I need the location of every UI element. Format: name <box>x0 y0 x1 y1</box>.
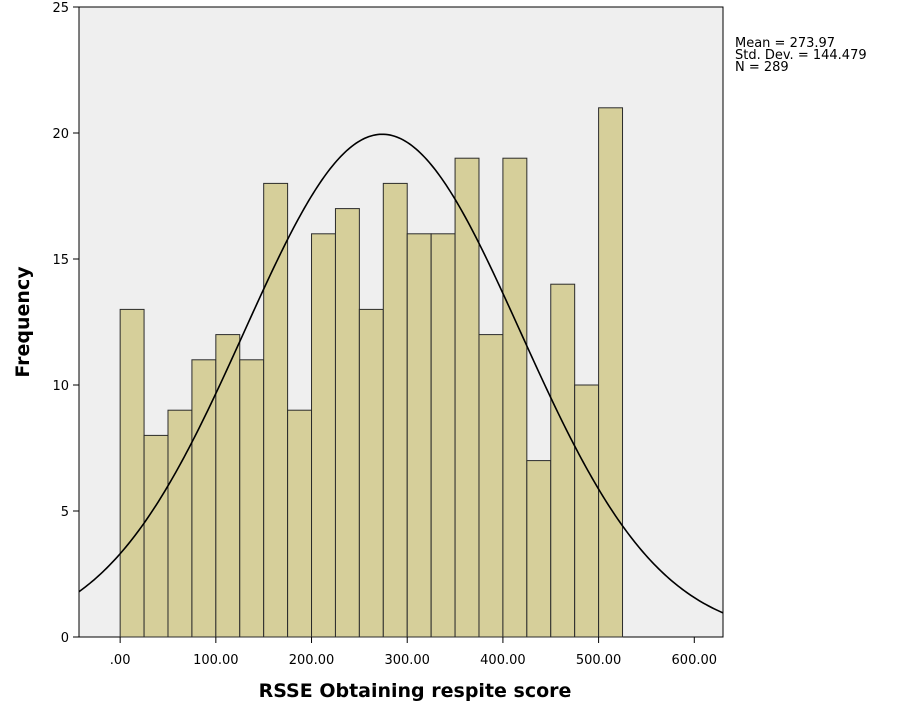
histogram-bar <box>454 157 480 638</box>
histogram-bar <box>382 182 408 638</box>
x-tick-label: 200.00 <box>289 653 335 668</box>
y-tick-label: 25 <box>52 1 69 16</box>
stats-legend: Mean = 273.97 Std. Dev. = 144.479 N = 28… <box>735 36 867 75</box>
histogram-bar <box>167 409 193 638</box>
y-tick-label: 15 <box>52 253 69 268</box>
histogram-bar <box>574 384 600 638</box>
y-tick-label: 0 <box>61 631 69 646</box>
stats-mean: Mean = 273.97 <box>735 36 836 51</box>
y-tick-label: 10 <box>52 379 69 394</box>
histogram-bar <box>263 182 289 638</box>
histogram-bar <box>550 283 576 638</box>
histogram-bar <box>502 157 528 638</box>
stats-std-dev: Std. Dev. = 144.479 <box>735 48 867 63</box>
x-tick-label: 300.00 <box>384 653 430 668</box>
histogram-bar <box>526 460 552 638</box>
histogram-bar <box>311 233 336 638</box>
histogram-bar <box>143 434 169 638</box>
histogram-bar <box>358 308 384 638</box>
y-tick-label: 5 <box>61 505 69 520</box>
stats-n: N = 289 <box>735 60 789 75</box>
histogram-bar <box>119 308 145 638</box>
histogram-bar <box>287 409 313 638</box>
x-tick-label: 100.00 <box>193 653 239 668</box>
histogram-bar <box>430 233 456 638</box>
histogram-bar <box>406 233 432 638</box>
normal-curve-line <box>78 133 724 614</box>
histogram-bar <box>334 208 360 638</box>
x-tick-label: 500.00 <box>576 653 622 668</box>
y-axis-title: Frequency <box>12 266 34 378</box>
x-tick-label: .00 <box>110 653 131 668</box>
y-tick-label: 20 <box>52 127 69 142</box>
histogram-bar <box>598 107 624 638</box>
histogram-bar <box>478 334 504 638</box>
histogram-bar <box>239 359 265 638</box>
x-tick-label: 600.00 <box>672 653 718 668</box>
histogram-bar <box>215 334 241 638</box>
axes-group: 0 5 10 15 20 25 .00 100.00 200.00 300.00 400.00 500… <box>52 1 717 668</box>
x-tick-label: 400.00 <box>480 653 526 668</box>
x-axis-title: RSSE Obtaining respite score <box>259 680 572 702</box>
